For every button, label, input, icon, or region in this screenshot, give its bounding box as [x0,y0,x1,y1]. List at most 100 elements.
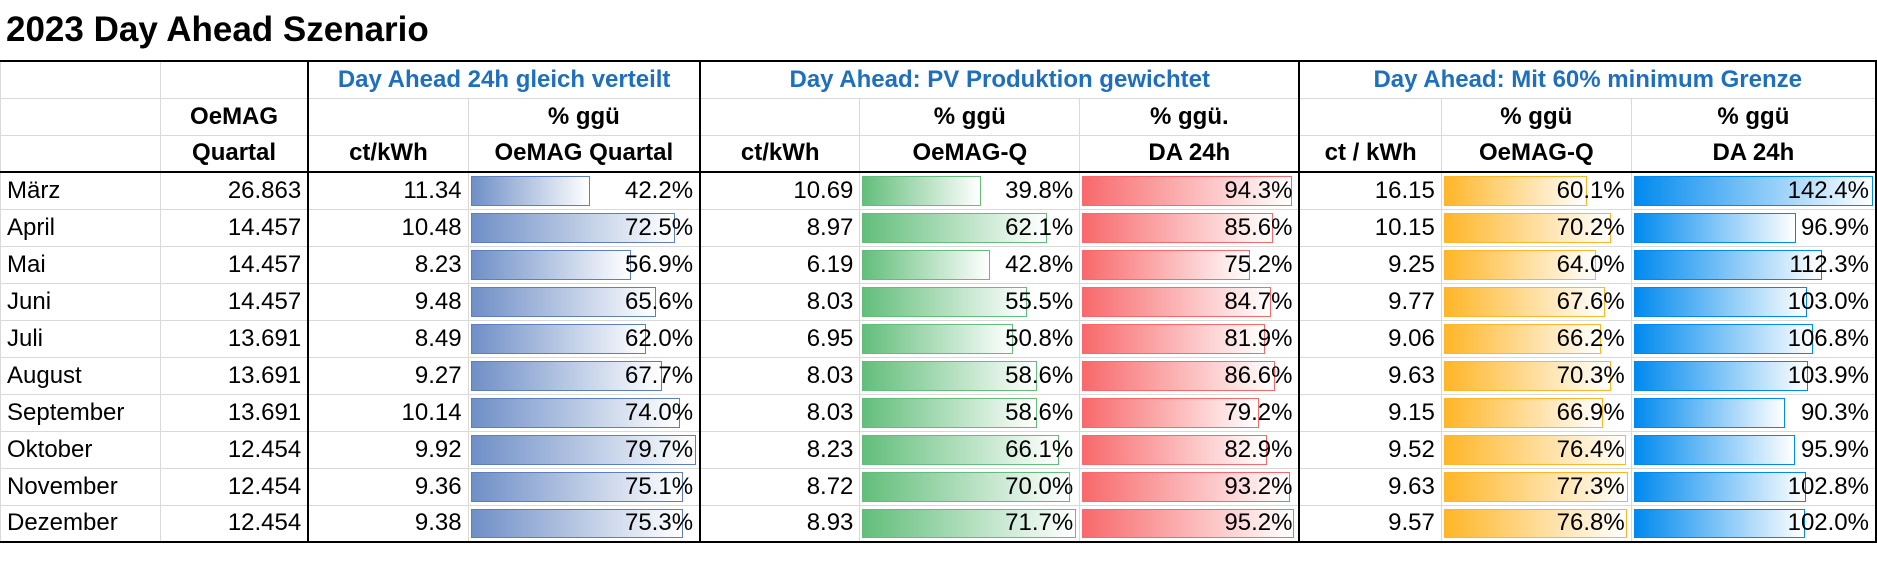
month-cell[interactable]: Dezember [0,505,161,543]
g1-pct-cell[interactable]: 65.6% [467,283,701,321]
col-header-g3-oemag[interactable]: OeMAG-Q [1440,135,1632,173]
col-header-g2-da24[interactable]: DA 24h [1079,135,1300,173]
g3-ct-cell[interactable]: 9.06 [1298,320,1442,358]
g1-pct-cell[interactable]: 62.0% [467,320,701,358]
g3-pct-cell[interactable]: 64.0% [1440,246,1632,284]
g3-pct-cell[interactable]: 66.9% [1440,394,1632,432]
cell[interactable] [0,60,161,99]
col-header-g3-da24[interactable]: DA 24h [1630,135,1877,173]
g2-da-cell[interactable]: 82.9% [1079,431,1300,469]
g1-ct-cell[interactable]: 9.36 [307,468,469,506]
col-header-oemag[interactable]: OeMAG [159,98,309,136]
g3-ct-cell[interactable]: 16.15 [1298,172,1442,210]
g2-da-cell[interactable]: 81.9% [1079,320,1300,358]
g3-pct-cell[interactable]: 76.4% [1440,431,1632,469]
month-cell[interactable]: Juni [0,283,161,321]
g2-da-cell[interactable]: 95.2% [1079,505,1300,543]
g1-pct-cell[interactable]: 67.7% [467,357,701,395]
g1-ct-cell[interactable]: 9.27 [307,357,469,395]
g2-pct-cell[interactable]: 50.8% [859,320,1080,358]
g3-pct-cell[interactable]: 60.1% [1440,172,1632,210]
g1-pct-cell[interactable]: 56.9% [467,246,701,284]
oemag-cell[interactable]: 13.691 [159,357,309,395]
col-header-g2-ct[interactable]: ct/kWh [699,135,860,173]
g2-da-cell[interactable]: 86.6% [1079,357,1300,395]
g2-ct-cell[interactable]: 10.69 [699,172,860,210]
g3-pct-cell[interactable]: 76.8% [1440,505,1632,543]
g2-pct-cell[interactable]: 62.1% [859,209,1080,247]
oemag-cell[interactable]: 12.454 [159,431,309,469]
oemag-cell[interactable]: 26.863 [159,172,309,210]
g3-da-cell[interactable]: 106.8% [1630,320,1877,358]
g2-pct-cell[interactable]: 58.6% [859,394,1080,432]
g1-ct-cell[interactable]: 11.34 [307,172,469,210]
col-header-g3-pct[interactable]: % ggü [1440,98,1632,136]
g3-pct-cell[interactable]: 77.3% [1440,468,1632,506]
col-header-g3-ct[interactable]: ct / kWh [1298,135,1442,173]
month-cell[interactable]: November [0,468,161,506]
g3-ct-cell[interactable]: 9.63 [1298,357,1442,395]
g3-da-cell[interactable]: 95.9% [1630,431,1877,469]
g3-da-cell[interactable]: 102.8% [1630,468,1877,506]
g2-pct-cell[interactable]: 66.1% [859,431,1080,469]
col-header-g3-da[interactable]: % ggü [1630,98,1877,136]
g1-ct-cell[interactable]: 9.48 [307,283,469,321]
g2-pct-cell[interactable]: 58.6% [859,357,1080,395]
oemag-cell[interactable]: 14.457 [159,209,309,247]
month-cell[interactable]: Oktober [0,431,161,469]
group-header-da24[interactable]: Day Ahead 24h gleich verteilt [307,60,701,99]
cell[interactable] [699,98,860,136]
g3-da-cell[interactable]: 103.9% [1630,357,1877,395]
g3-da-cell[interactable]: 142.4% [1630,172,1877,210]
g3-pct-cell[interactable]: 70.3% [1440,357,1632,395]
g1-pct-cell[interactable]: 74.0% [467,394,701,432]
col-header-quartal[interactable]: Quartal [159,135,309,173]
col-header-g1-oemag[interactable]: OeMAG Quartal [467,135,701,173]
g2-ct-cell[interactable]: 8.72 [699,468,860,506]
g3-da-cell[interactable]: 90.3% [1630,394,1877,432]
oemag-cell[interactable]: 13.691 [159,394,309,432]
g2-ct-cell[interactable]: 8.97 [699,209,860,247]
group-header-min60[interactable]: Day Ahead: Mit 60% minimum Grenze [1298,60,1877,99]
g2-ct-cell[interactable]: 8.23 [699,431,860,469]
g2-ct-cell[interactable]: 8.03 [699,283,860,321]
month-cell[interactable]: März [0,172,161,210]
g2-pct-cell[interactable]: 42.8% [859,246,1080,284]
g3-da-cell[interactable]: 96.9% [1630,209,1877,247]
g1-ct-cell[interactable]: 10.48 [307,209,469,247]
g3-pct-cell[interactable]: 66.2% [1440,320,1632,358]
g2-ct-cell[interactable]: 8.03 [699,357,860,395]
g3-pct-cell[interactable]: 70.2% [1440,209,1632,247]
g1-ct-cell[interactable]: 8.49 [307,320,469,358]
cell[interactable] [0,135,161,173]
g2-da-cell[interactable]: 85.6% [1079,209,1300,247]
cell[interactable] [159,60,309,99]
g2-da-cell[interactable]: 93.2% [1079,468,1300,506]
g2-pct-cell[interactable]: 71.7% [859,505,1080,543]
g3-ct-cell[interactable]: 10.15 [1298,209,1442,247]
oemag-cell[interactable]: 14.457 [159,283,309,321]
g1-pct-cell[interactable]: 75.3% [467,505,701,543]
g1-ct-cell[interactable]: 9.92 [307,431,469,469]
g2-ct-cell[interactable]: 8.93 [699,505,860,543]
g2-da-cell[interactable]: 94.3% [1079,172,1300,210]
g3-da-cell[interactable]: 112.3% [1630,246,1877,284]
g2-da-cell[interactable]: 75.2% [1079,246,1300,284]
col-header-g1-ct[interactable]: ct/kWh [307,135,469,173]
g3-pct-cell[interactable]: 67.6% [1440,283,1632,321]
g3-ct-cell[interactable]: 9.15 [1298,394,1442,432]
g1-pct-cell[interactable]: 75.1% [467,468,701,506]
oemag-cell[interactable]: 13.691 [159,320,309,358]
col-header-g2-pct[interactable]: % ggü [859,98,1080,136]
month-cell[interactable]: April [0,209,161,247]
g3-da-cell[interactable]: 103.0% [1630,283,1877,321]
g1-pct-cell[interactable]: 42.2% [467,172,701,210]
g2-ct-cell[interactable]: 8.03 [699,394,860,432]
col-header-g2-da[interactable]: % ggü. [1079,98,1300,136]
g2-pct-cell[interactable]: 70.0% [859,468,1080,506]
g3-da-cell[interactable]: 102.0% [1630,505,1877,543]
cell[interactable] [1298,98,1442,136]
g3-ct-cell[interactable]: 9.52 [1298,431,1442,469]
g2-ct-cell[interactable]: 6.95 [699,320,860,358]
g2-da-cell[interactable]: 84.7% [1079,283,1300,321]
